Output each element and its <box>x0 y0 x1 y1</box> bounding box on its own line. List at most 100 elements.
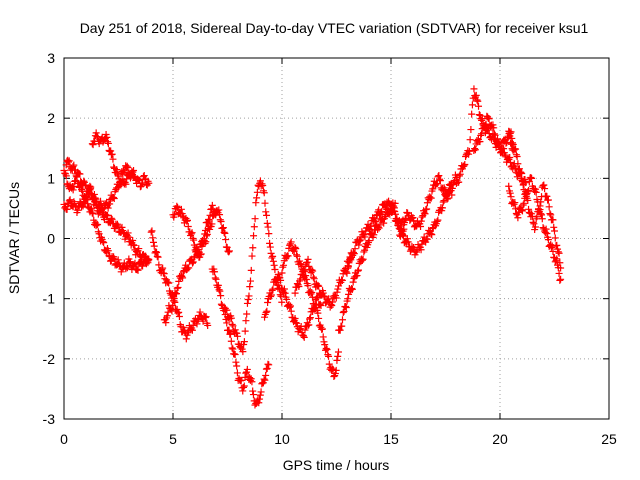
data-point <box>506 189 514 197</box>
data-point <box>229 322 237 330</box>
data-point <box>353 272 361 280</box>
data-point <box>466 136 474 144</box>
data-point <box>505 182 513 190</box>
data-point <box>216 287 224 295</box>
data-point <box>328 301 336 309</box>
data-point <box>354 267 362 275</box>
data-point <box>309 267 317 275</box>
data-point <box>490 124 498 132</box>
data-point <box>464 147 472 155</box>
data-point <box>64 158 72 166</box>
data-point <box>475 111 483 119</box>
data-point <box>252 199 260 207</box>
data-point <box>270 261 278 269</box>
data-point <box>187 230 195 238</box>
data-point <box>291 243 299 251</box>
data-point <box>263 365 271 373</box>
data-point <box>66 196 74 204</box>
data-point <box>240 383 248 391</box>
data-point <box>105 252 113 260</box>
x-tick-label: 10 <box>274 431 290 447</box>
data-point <box>512 145 520 153</box>
data-point <box>286 303 294 311</box>
data-point <box>168 307 176 315</box>
data-point <box>299 332 307 340</box>
data-point <box>333 356 341 364</box>
data-point <box>263 307 271 315</box>
data-point <box>345 290 353 298</box>
data-point <box>118 223 126 231</box>
data-point <box>216 211 224 219</box>
data-point <box>203 232 211 240</box>
data-point <box>150 242 158 250</box>
data-point <box>215 206 223 214</box>
data-point <box>367 222 375 230</box>
data-point <box>180 326 188 334</box>
data-point <box>531 185 539 193</box>
data-point <box>253 194 261 202</box>
data-point <box>70 161 78 169</box>
series-G <box>169 202 233 261</box>
data-point <box>376 209 384 217</box>
data-point <box>183 217 191 225</box>
data-point <box>147 228 155 236</box>
data-point <box>222 236 230 244</box>
data-point <box>110 195 118 203</box>
data-point <box>293 252 301 260</box>
data-point <box>319 333 327 341</box>
data-point <box>278 269 286 277</box>
data-point <box>148 227 156 235</box>
data-point <box>115 182 123 190</box>
data-point <box>304 282 312 290</box>
data-point <box>267 291 275 299</box>
data-point <box>443 195 451 203</box>
data-point <box>165 279 173 287</box>
data-point <box>248 378 256 386</box>
data-point <box>538 215 546 223</box>
data-point <box>243 365 251 373</box>
data-point <box>250 223 258 231</box>
data-point <box>116 227 124 235</box>
data-point <box>426 193 434 201</box>
data-point <box>139 262 147 270</box>
data-point <box>471 146 479 154</box>
data-point <box>478 116 486 124</box>
data-point <box>338 322 346 330</box>
series-B <box>60 183 153 268</box>
data-point <box>174 203 182 211</box>
data-point <box>172 290 180 298</box>
data-point <box>420 209 428 217</box>
data-point <box>393 215 401 223</box>
data-point <box>258 180 266 188</box>
data-point <box>88 209 96 217</box>
data-point <box>342 304 350 312</box>
data-point <box>269 252 277 260</box>
x-tick-label: 15 <box>383 431 399 447</box>
data-point <box>456 170 464 178</box>
data-point <box>250 232 258 240</box>
data-point <box>113 166 121 174</box>
data-point <box>223 306 231 314</box>
data-point <box>139 179 147 187</box>
data-point <box>378 208 386 216</box>
data-point <box>247 375 255 383</box>
data-point <box>308 288 316 296</box>
data-point <box>342 268 350 276</box>
data-point <box>239 387 247 395</box>
data-point <box>241 327 249 335</box>
data-point <box>175 277 183 285</box>
data-point <box>220 228 228 236</box>
data-point <box>409 214 417 222</box>
data-point <box>509 139 517 147</box>
data-point <box>283 295 291 303</box>
data-point <box>350 250 358 258</box>
data-point <box>440 197 448 205</box>
data-point <box>533 213 541 221</box>
data-point <box>225 248 233 256</box>
data-point <box>549 247 557 255</box>
data-point <box>184 329 192 337</box>
data-point <box>188 229 196 237</box>
data-point <box>556 276 564 284</box>
data-point <box>530 220 538 228</box>
data-point <box>513 153 521 161</box>
